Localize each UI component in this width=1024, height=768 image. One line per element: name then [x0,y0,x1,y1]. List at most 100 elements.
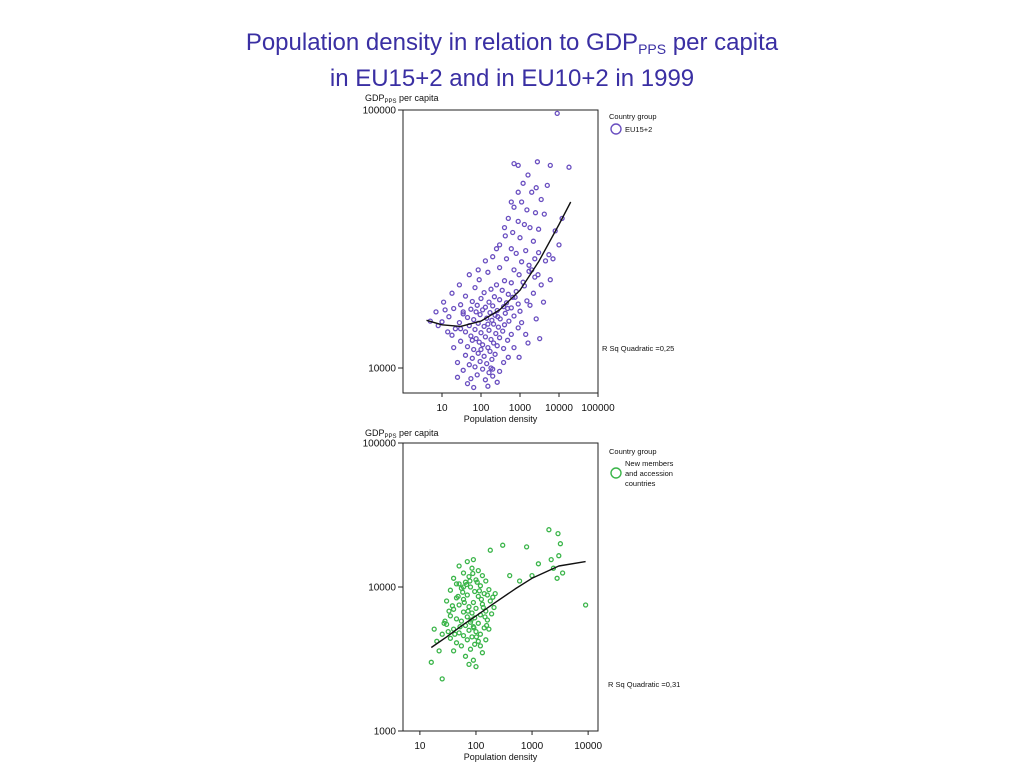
scatter-point [510,229,516,236]
legend-marker [610,123,622,135]
scatter-point [470,657,477,663]
scatter-point [477,583,484,589]
scatter-point [474,579,480,585]
scatter-point [555,530,561,537]
y-axis-label-suffix: per capita [397,93,439,103]
scatter-point [470,570,476,577]
scatter-point [533,316,539,322]
scatter-point [524,298,530,304]
scatter-point [485,269,491,275]
scatter-point [477,311,483,318]
scatter-point [468,306,474,312]
scatter-point [500,542,506,548]
scatter-point [462,352,469,358]
scatter-point [453,581,460,587]
scatter-point [439,631,445,637]
scatter-point [460,584,467,590]
scatter-point [475,638,481,644]
scatter-point [453,616,460,622]
scatter-point [460,632,467,639]
scatter-point [533,185,539,191]
scatter-point [486,626,492,632]
scatter-point [534,159,541,165]
y-axis-label-sub: PPS [385,434,397,440]
scatter-point [503,300,510,306]
x-tick-label: 10000 [574,741,602,752]
scatter-point [485,383,491,389]
scatter-point [464,614,470,620]
scatter-point [490,373,496,379]
scatter-point [446,314,452,320]
scatter-point [491,604,497,611]
scatter-point [496,335,503,341]
x-tick-label: 100 [468,741,485,752]
scatter-point [460,589,466,595]
scatter-point [493,330,499,337]
scatter-point [500,303,507,310]
scatter-point [508,199,514,205]
scatter-point [445,628,451,635]
scatter-point [556,242,562,248]
scatter-point [478,346,484,353]
scatter-point [546,527,552,533]
scatter-point [507,572,513,579]
scatter-point [475,593,481,600]
scatter-point [525,172,531,178]
scatter-point [482,614,488,620]
scatter-point [485,321,491,327]
scatter-point [474,302,480,308]
scatter-point [511,267,517,273]
scatter-point [475,567,481,574]
scatter-point [493,246,500,252]
x-tick-label: 10 [436,403,448,414]
scatter-point [466,604,472,610]
scatter-point [494,343,500,349]
scatter-point [469,298,475,305]
scatter-point [540,299,547,305]
x-tick-label: 10 [414,741,426,752]
scatter-point [503,256,510,262]
scatter-point [472,588,478,595]
scatter-point [450,575,457,581]
scatter-point [500,328,506,334]
scatter-point [484,592,491,598]
scatter-point [475,350,481,356]
scatter-point [548,556,554,563]
scatter-point [458,618,465,624]
legend-title: Country group [609,447,657,456]
r-sq-annotation: R Sq Quadratic =0,31 [608,680,680,689]
scatter-point [469,634,475,640]
scatter-point [532,210,539,216]
scatter-point [486,327,492,333]
scatter-point [462,293,469,299]
scatter-point [508,280,514,286]
scatter-point [511,204,517,210]
scatter-point [464,592,470,598]
scatter-point [515,218,521,225]
legend-marker [610,467,622,479]
scatter-point [496,264,503,271]
scatter-point [466,573,472,580]
scatter-point [559,570,566,576]
legend-entry: New members [625,459,674,468]
scatter-point [466,272,472,278]
title-line-1-suffix: per capita [666,29,779,56]
plot-frame [402,109,599,394]
scatter-point [508,331,514,338]
scatter-point [451,305,457,312]
scatter-point [471,384,477,391]
scatter-point [523,247,529,254]
scatter-point [516,354,522,360]
scatter-point [433,309,439,315]
scatter-point [457,624,463,630]
scatter-point [462,653,469,659]
scatter-point [456,630,462,636]
scatter-point [460,311,466,317]
scatter-point [502,310,508,316]
scatter-point [457,302,464,308]
scatter-point [431,626,437,632]
scatter-point [479,366,486,372]
y-axis-label-suffix: per capita [397,428,439,438]
scatter-point [516,578,523,584]
scatter-point [556,553,562,559]
